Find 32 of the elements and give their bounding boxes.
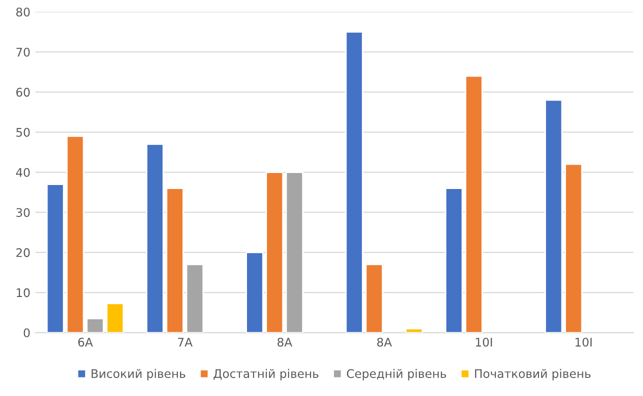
bar — [266, 172, 284, 333]
y-tick-label: 10 — [16, 288, 30, 298]
x-tick-label: 10І — [576, 338, 592, 347]
y-tick-label: 40 — [16, 168, 30, 177]
bar — [405, 328, 424, 333]
y-tick-label: 0 — [24, 328, 30, 338]
x-tick-label: 8A — [377, 338, 392, 347]
bar — [86, 318, 104, 333]
bar — [166, 188, 184, 333]
bar — [564, 164, 583, 333]
y-tick-label: 30 — [16, 208, 30, 218]
y-tick-label: 60 — [16, 88, 30, 97]
bar — [444, 188, 463, 333]
bar — [186, 264, 204, 333]
bar — [544, 99, 563, 333]
y-tick-label: 20 — [16, 248, 30, 258]
legend-label: Середній рівень — [346, 368, 446, 380]
x-tick-label: 10І — [476, 338, 492, 347]
x-tick-label: 6A — [78, 338, 93, 347]
bar — [146, 144, 164, 333]
legend-label: Достатній рівень — [214, 368, 318, 380]
y-tick-label: 50 — [16, 128, 30, 137]
legend-label: Початковий рівень — [475, 368, 590, 380]
legend-label: Високий рівень — [92, 368, 186, 380]
x-tick-label: 7A — [178, 338, 193, 346]
x-tick-label: 8A — [278, 338, 292, 347]
y-tick-label: 80 — [16, 8, 30, 17]
y-tick-label: 70 — [16, 48, 30, 57]
bar — [246, 252, 264, 333]
bar — [285, 172, 304, 333]
bar — [464, 75, 483, 333]
bar — [106, 302, 124, 333]
